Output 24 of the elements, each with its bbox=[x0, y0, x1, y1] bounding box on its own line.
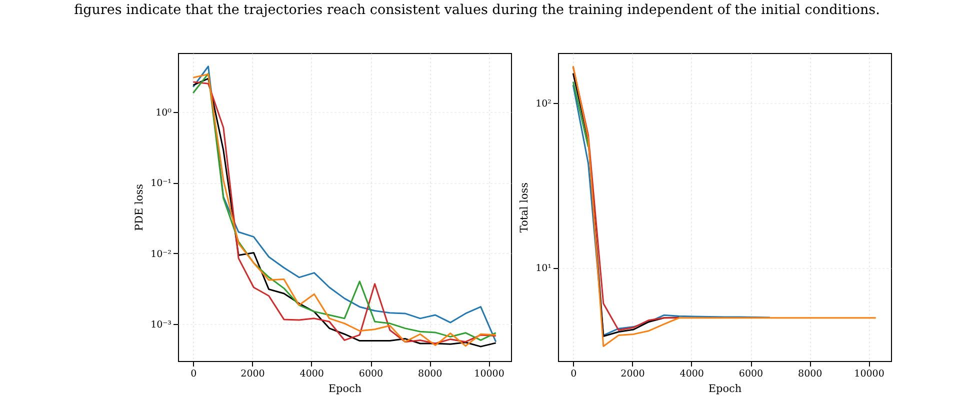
text: figures indicate that the trajectories reach consistent values during the training independent of the initial conditions. bbox=[73, 2, 881, 18]
y-tick-label: 10⁻³ bbox=[150, 320, 172, 331]
y-tick-label: 10⁰ bbox=[156, 107, 172, 118]
y-axis-title: Total loss bbox=[518, 182, 531, 233]
x-axis-title: Epoch bbox=[328, 383, 362, 395]
x-tick-label: 6000 bbox=[738, 368, 764, 380]
x-tick-label: 4000 bbox=[680, 368, 704, 380]
x-tick-label: 6000 bbox=[358, 368, 384, 380]
x-tick-label: 2000 bbox=[240, 368, 265, 380]
y-tick-label: 10⁻¹ bbox=[150, 178, 172, 190]
y-tick-label: 10¹ bbox=[536, 263, 552, 274]
x-axis-title: Epoch bbox=[708, 383, 742, 395]
y-tick-label: 10⁻² bbox=[150, 248, 172, 260]
x-tick-label: 8000 bbox=[418, 368, 442, 380]
x-tick-label: 10000 bbox=[854, 368, 884, 380]
line-series bbox=[572, 65, 877, 347]
y-tick-label: 10² bbox=[536, 98, 552, 110]
y-axis-title: PDE loss bbox=[134, 184, 146, 231]
x-tick-label: 8000 bbox=[798, 368, 822, 380]
x-tick-label: 0 bbox=[570, 368, 577, 380]
x-tick-label: 2000 bbox=[620, 368, 645, 380]
x-tick-label: 0 bbox=[190, 368, 197, 380]
x-tick-label: 4000 bbox=[300, 368, 324, 380]
x-tick-label: 10000 bbox=[474, 368, 504, 380]
